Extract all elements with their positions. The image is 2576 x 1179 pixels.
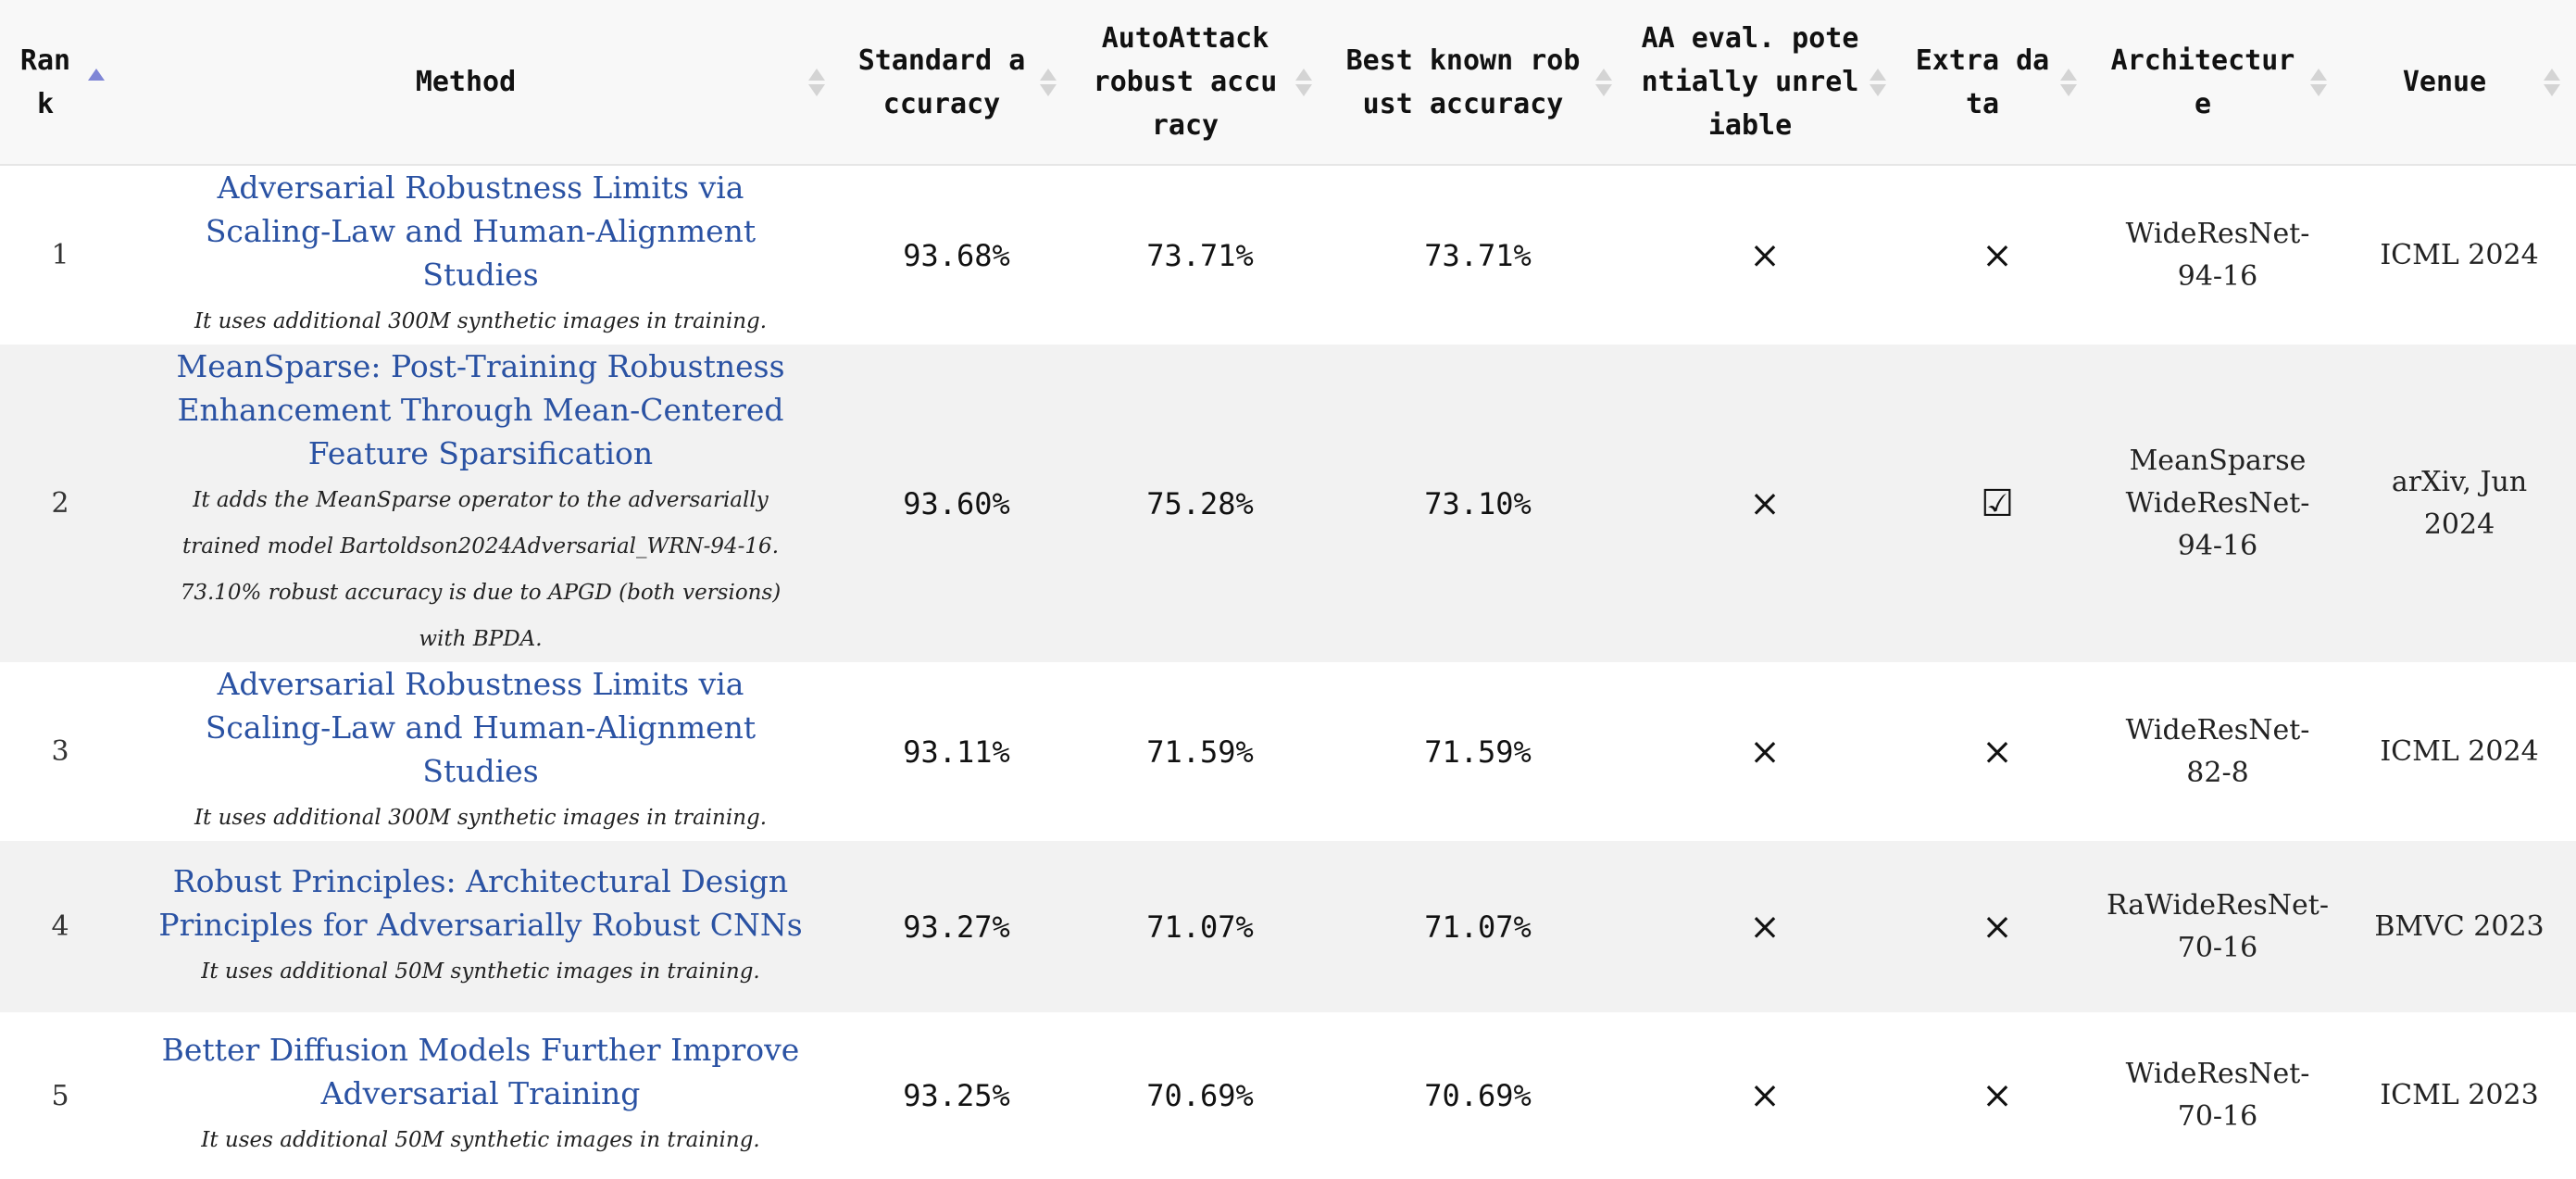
header-label: Best known robust accuracy — [1345, 44, 1581, 120]
venue-cell: BMVC 2023 — [2374, 909, 2545, 943]
standard-accuracy-cell: 93.60% — [903, 485, 1010, 521]
method-link[interactable]: Adversarial Robustness Limits via Scalin… — [205, 666, 757, 789]
sort-icon[interactable] — [2543, 66, 2561, 99]
method-link[interactable]: Better Diffusion Models Further Improve … — [161, 1032, 800, 1111]
venue-cell: ICML 2023 — [2380, 1079, 2539, 1111]
method-link[interactable]: MeanSparse: Post-Training Robustness Enh… — [176, 348, 785, 471]
column-header-method[interactable]: Method — [120, 0, 841, 166]
aa-unreliable-cell: × — [1628, 662, 1902, 841]
architecture-cell: WideResNet-94-16 — [2125, 217, 2310, 293]
rank-cell: 5 — [51, 1079, 69, 1112]
autoattack-accuracy-cell: 70.69% — [1146, 1078, 1254, 1113]
venue-cell: arXiv, Jun 2024 — [2391, 465, 2528, 541]
autoattack-accuracy-cell: 75.28% — [1146, 485, 1254, 521]
column-header-best-known-robust-accuracy[interactable]: Best known robust accuracy — [1328, 0, 1628, 166]
sort-icon[interactable] — [2309, 66, 2328, 99]
header-label: AutoAttack robust accuracy — [1093, 22, 1278, 142]
aa-unreliable-cell: × — [1628, 841, 1902, 1012]
sort-icon[interactable] — [807, 66, 826, 99]
method-note: It uses additional 50M synthetic images … — [201, 1128, 760, 1152]
sort-icon[interactable] — [1594, 66, 1613, 99]
aa-unreliable-cell: × — [1628, 345, 1902, 662]
cross-icon: × — [1982, 1074, 2013, 1117]
cross-icon: × — [1749, 730, 1781, 773]
best-known-accuracy-cell: 73.10% — [1424, 485, 1532, 521]
venue-cell: ICML 2024 — [2380, 734, 2539, 768]
header-label: Architectur e — [2110, 44, 2295, 120]
header-label: AA eval. potentially unreliable — [1641, 22, 1859, 142]
cross-icon: × — [1749, 1074, 1781, 1117]
column-header-venue[interactable]: Venue — [2343, 0, 2576, 166]
rank-cell: 4 — [51, 910, 69, 943]
table-row: 2 MeanSparse: Post-Training Robustness E… — [0, 345, 2576, 662]
best-known-accuracy-cell: 73.71% — [1424, 237, 1532, 273]
header-label: Extra data — [1915, 44, 2050, 120]
method-note: It uses additional 50M synthetic images … — [201, 959, 760, 984]
method-cell: Robust Principles: Architectural Design … — [120, 841, 841, 1012]
standard-accuracy-cell: 93.25% — [903, 1078, 1010, 1113]
standard-accuracy-cell: 93.68% — [903, 237, 1010, 273]
aa-unreliable-cell: × — [1628, 1012, 1902, 1179]
column-header-autoattack-robust-accuracy[interactable]: AutoAttack robust accuracy — [1072, 0, 1328, 166]
extra-data-cell: × — [1902, 1012, 2093, 1179]
venue-cell: ICML 2024 — [2380, 238, 2539, 271]
cross-icon: × — [1982, 233, 2013, 277]
column-header-architecture[interactable]: Architectur e — [2093, 0, 2343, 166]
cross-icon: × — [1982, 905, 2013, 948]
table-row: 1 Adversarial Robustness Limits via Scal… — [0, 165, 2576, 345]
cross-icon: × — [1749, 233, 1781, 277]
method-cell: Adversarial Robustness Limits via Scalin… — [120, 165, 841, 345]
method-note: It uses additional 300M synthetic images… — [194, 309, 768, 333]
architecture-cell: WideResNet-70-16 — [2125, 1058, 2310, 1133]
column-header-rank[interactable]: Ran k — [0, 0, 120, 166]
cross-icon: × — [1749, 905, 1781, 948]
rank-cell: 1 — [51, 239, 69, 271]
sort-icon[interactable] — [2059, 66, 2078, 99]
autoattack-accuracy-cell: 71.07% — [1146, 909, 1254, 945]
sort-icon[interactable] — [1039, 66, 1057, 99]
column-header-extra-data[interactable]: Extra data — [1902, 0, 2093, 166]
header-label: Venue — [2402, 66, 2487, 98]
column-header-standard-accuracy[interactable]: Standard accuracy — [841, 0, 1072, 166]
method-cell: Adversarial Robustness Limits via Scalin… — [120, 662, 841, 841]
autoattack-accuracy-cell: 73.71% — [1146, 237, 1254, 273]
header-label: Method — [415, 66, 517, 98]
method-cell: Better Diffusion Models Further Improve … — [120, 1012, 841, 1179]
method-cell: MeanSparse: Post-Training Robustness Enh… — [120, 345, 841, 662]
best-known-accuracy-cell: 70.69% — [1424, 1078, 1532, 1113]
sort-icon[interactable] — [1294, 66, 1313, 99]
checkbox-checked-icon: ☑ — [1981, 482, 2014, 525]
cross-icon: × — [1749, 482, 1781, 525]
architecture-cell: WideResNet-82-8 — [2125, 713, 2310, 789]
standard-accuracy-cell: 93.27% — [903, 909, 1010, 945]
extra-data-cell: × — [1902, 165, 2093, 345]
method-link[interactable]: Robust Principles: Architectural Design … — [158, 862, 803, 943]
extra-data-cell: × — [1902, 841, 2093, 1012]
best-known-accuracy-cell: 71.07% — [1424, 909, 1532, 945]
method-note: It uses additional 300M synthetic images… — [194, 806, 768, 830]
best-known-accuracy-cell: 71.59% — [1424, 734, 1532, 770]
table-row: 3 Adversarial Robustness Limits via Scal… — [0, 662, 2576, 841]
rank-cell: 2 — [51, 487, 69, 520]
standard-accuracy-cell: 93.11% — [903, 734, 1010, 770]
table-row: 5 Better Diffusion Models Further Improv… — [0, 1012, 2576, 1179]
aa-unreliable-cell: × — [1628, 165, 1902, 345]
column-header-aa-eval-unreliable[interactable]: AA eval. potentially unreliable — [1628, 0, 1902, 166]
extra-data-cell: × — [1902, 662, 2093, 841]
rank-cell: 3 — [51, 735, 69, 768]
cross-icon: × — [1982, 730, 2013, 773]
architecture-cell: MeanSparse WideResNet-94-16 — [2125, 444, 2310, 562]
sort-ascending-icon[interactable] — [87, 66, 106, 99]
sort-icon[interactable] — [1869, 66, 1887, 99]
header-label: Standard accuracy — [857, 44, 1026, 120]
architecture-cell: RaWideResNet-70-16 — [2107, 888, 2329, 964]
method-note: It adds the MeanSparse operator to the a… — [180, 488, 782, 651]
table-row: 4 Robust Principles: Architectural Desig… — [0, 841, 2576, 1012]
header-label: Ran k — [19, 44, 71, 120]
header-row: Ran k Method Standard accuracy AutoAttac… — [0, 0, 2576, 166]
autoattack-accuracy-cell: 71.59% — [1146, 734, 1254, 770]
extra-data-cell: ☑ — [1902, 345, 2093, 662]
method-link[interactable]: Adversarial Robustness Limits via Scalin… — [205, 169, 757, 293]
